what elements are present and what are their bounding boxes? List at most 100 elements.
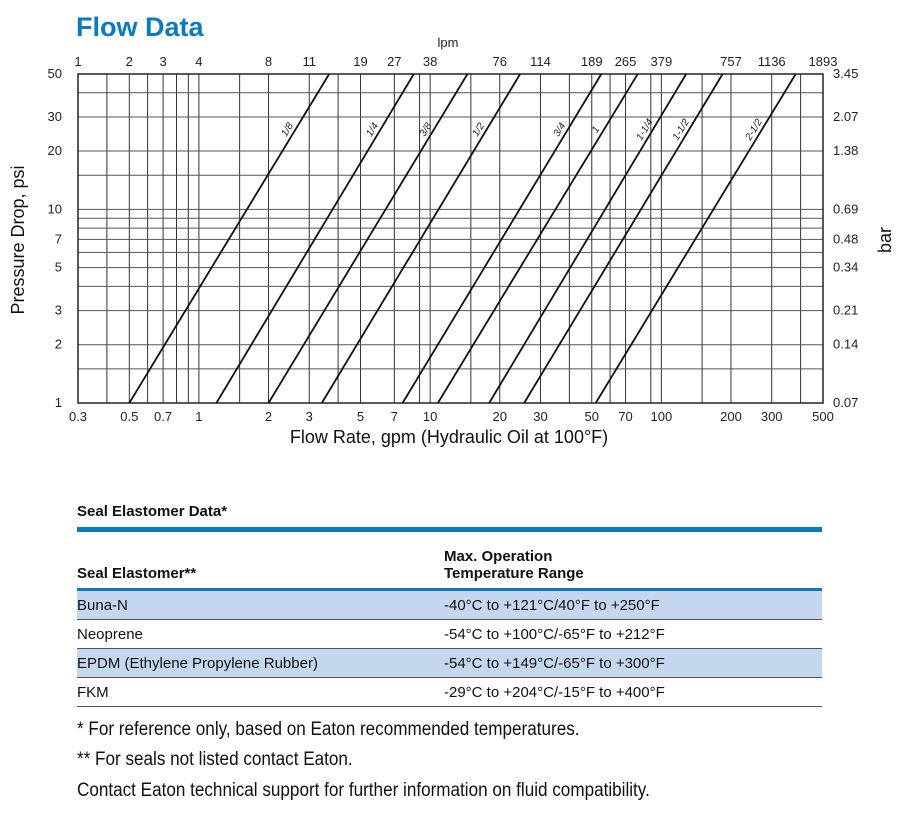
right-tick-label: 0.69 <box>833 201 858 216</box>
table-header-row: Seal Elastomer** Max. Operation Temperatu… <box>77 527 822 591</box>
y-tick-label: 50 <box>48 66 62 81</box>
top-tick-label: 1136 <box>758 54 786 69</box>
x-axis-label: Flow Rate, gpm (Hydraulic Oil at 100°F) <box>290 427 608 447</box>
flow-line-3-8 <box>267 73 469 404</box>
x-tick-label: 10 <box>423 409 437 424</box>
flow-line-1-2 <box>321 73 521 404</box>
x-tick-label: 100 <box>651 409 673 424</box>
flow-line-1-8 <box>128 73 330 404</box>
y-tick-label: 30 <box>48 109 62 124</box>
x-tick-label: 7 <box>391 409 398 424</box>
y-tick-label: 20 <box>48 143 62 158</box>
flow-line-label-group: 1/2 <box>471 121 488 139</box>
table-row: EPDM (Ethylene Propylene Rubber) -54°C to… <box>77 648 822 678</box>
x-tick-label: 0.5 <box>120 409 138 424</box>
flow-line-label-group: 1/8 <box>279 121 296 139</box>
header-temp-line2: Temperature Range <box>444 565 584 582</box>
y-tick-label: 7 <box>55 231 62 246</box>
right-tick-label: 3.45 <box>833 66 858 81</box>
top-tick-label: 189 <box>581 54 603 69</box>
right-tick-label: 1.38 <box>833 143 858 158</box>
top-tick-label: 114 <box>530 54 551 69</box>
footnote-support: Contact Eaton technical support for furt… <box>77 780 650 801</box>
top-tick-label: 265 <box>615 54 637 69</box>
x-tick-label: 5 <box>357 409 364 424</box>
footnote-reference: * For reference only, based on Eaton rec… <box>77 719 580 740</box>
flow-line-label-group: 1/4 <box>364 121 381 139</box>
page-title: Flow Data <box>76 12 204 42</box>
seal-elastomer-table: Seal Elastomer** Max. Operation Temperatu… <box>77 527 822 707</box>
flow-line-3-4 <box>401 73 603 404</box>
right-tick-label: 2.07 <box>833 109 858 124</box>
top-tick-label: 2 <box>126 54 133 69</box>
top-tick-label: 19 <box>353 54 367 69</box>
range-cell: -40°C to +121°C/40°F to +250°F <box>444 589 822 620</box>
chart-grid <box>77 73 824 404</box>
flow-line-1 <box>437 73 639 404</box>
elastomer-cell: Neoprene <box>77 619 444 649</box>
top-tick-label: 757 <box>720 54 742 69</box>
right-axis-label: bar <box>875 227 895 253</box>
table-row: Buna-N -40°C to +121°C/40°F to +250°F <box>77 589 822 620</box>
top-tick-label: 1893 <box>809 54 838 69</box>
flow-line-2-1-2 <box>594 73 797 404</box>
top-tick-label: 8 <box>265 54 272 69</box>
top-tick-label: 3 <box>159 54 166 69</box>
x-tick-label: 2 <box>265 409 272 424</box>
plot-frame <box>77 73 824 404</box>
top-tick-label: 38 <box>423 54 437 69</box>
y-tick-label: 5 <box>55 260 62 275</box>
x-tick-label: 30 <box>533 409 547 424</box>
right-tick-label: 0.14 <box>833 337 858 352</box>
chart-series: 1/8 1/4 3/8 1/2 3/4 1 1-1/4 1-1/2 2-1/2 <box>128 73 797 404</box>
elastomer-cell: FKM <box>77 677 444 707</box>
x-tick-label: 0.3 <box>69 409 87 424</box>
x-tick-label: 1 <box>195 409 202 424</box>
flow-line-label: 1/4 <box>364 121 381 139</box>
top-tick-label: 379 <box>651 54 673 69</box>
x-tick-label: 0.7 <box>154 409 172 424</box>
flow-line-label-group: 3/8 <box>418 121 435 139</box>
table-title: Seal Elastomer Data* <box>77 503 228 520</box>
flow-line-label: 1/8 <box>279 121 296 139</box>
top-tick-label: 11 <box>302 54 316 69</box>
x-tick-label: 300 <box>761 409 783 424</box>
flow-line-label-group: 3/4 <box>552 121 569 139</box>
x-tick-label: 50 <box>585 409 599 424</box>
elastomer-cell: Buna-N <box>77 589 444 620</box>
flow-chart: 1/8 1/4 3/8 1/2 3/4 1 1-1/4 1-1/2 2-1/2 0.310.52… <box>8 35 895 447</box>
y-tick-label: 10 <box>48 201 62 216</box>
x-tick-label: 70 <box>618 409 632 424</box>
flow-line-1-1-2 <box>523 73 724 404</box>
top-tick-label: 4 <box>195 54 202 69</box>
header-temp-line1: Max. Operation <box>444 548 553 565</box>
header-elastomer: Seal Elastomer** <box>77 527 444 591</box>
y-axis-label: Pressure Drop, psi <box>8 165 28 314</box>
y-tick-label: 3 <box>55 303 62 318</box>
flow-line-label: 3/4 <box>552 121 569 139</box>
top-axis-label: lpm <box>438 35 459 50</box>
flow-line-1-4 <box>215 73 415 404</box>
x-tick-label: 3 <box>306 409 313 424</box>
x-tick-label: 20 <box>493 409 507 424</box>
right-tick-label: 0.48 <box>833 231 858 246</box>
range-cell: -54°C to +100°C/-65°F to +212°F <box>444 619 822 649</box>
header-temperature: Max. Operation Temperature Range <box>444 527 822 591</box>
footnote-seals: ** For seals not listed contact Eaton. <box>77 749 353 770</box>
y-tick-label: 2 <box>55 337 62 352</box>
y-tick-label: 1 <box>55 395 62 410</box>
chart-ticks: 0.310.520.731428311519727103820763011450… <box>48 54 859 424</box>
flow-line-label: 3/8 <box>418 121 435 139</box>
right-tick-label: 0.07 <box>833 395 858 410</box>
table-row: Neoprene -54°C to +100°C/-65°F to +212°F <box>77 619 822 649</box>
top-tick-label: 76 <box>493 54 507 69</box>
elastomer-cell: EPDM (Ethylene Propylene Rubber) <box>77 648 444 678</box>
range-cell: -54°C to +149°C/-65°F to +300°F <box>444 648 822 678</box>
right-tick-label: 0.34 <box>833 260 858 275</box>
table-row: FKM -29°C to +204°C/-15°F to +400°F <box>77 677 822 707</box>
top-tick-label: 1 <box>74 54 81 69</box>
flow-line-label: 1/2 <box>471 121 488 139</box>
flow-line-label-group: 1 <box>590 125 602 135</box>
x-tick-label: 200 <box>720 409 742 424</box>
top-tick-label: 27 <box>387 54 401 69</box>
